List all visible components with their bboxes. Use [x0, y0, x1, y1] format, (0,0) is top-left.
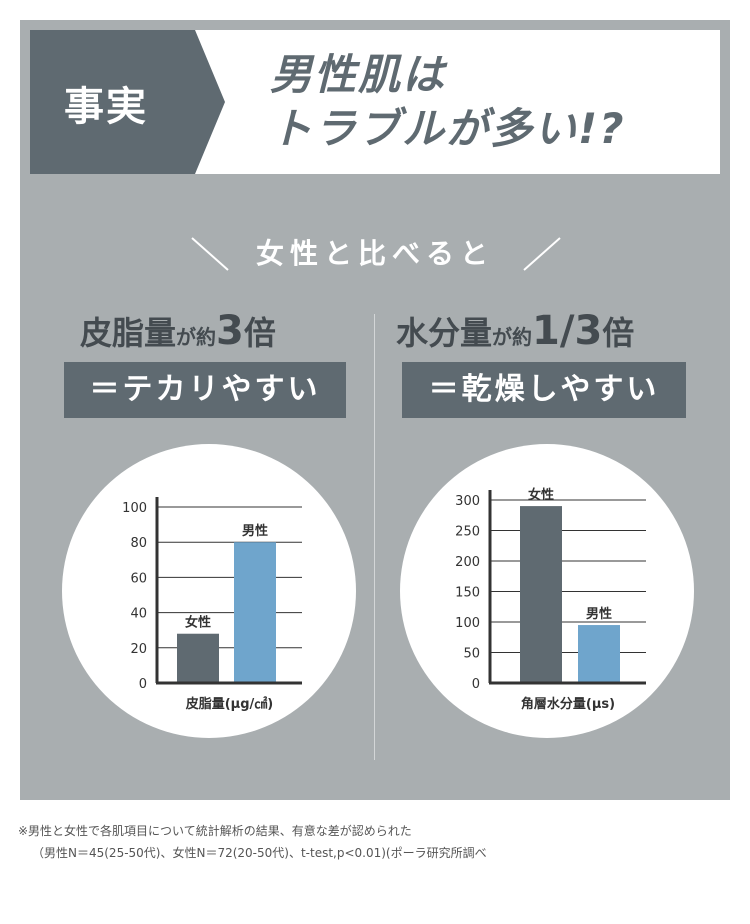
- headline: 男性肌は トラブルが多い!?: [270, 48, 626, 156]
- footnote: ※男性と女性で各肌項目について統計解析の結果、有意な差が認められた （男性N＝4…: [18, 820, 487, 864]
- subtitle: 女性と比べると: [255, 237, 494, 270]
- header-banner: 事実 男性肌は トラブルが多い!?: [30, 30, 720, 174]
- x-axis-label: 角層水分量(μs): [521, 696, 615, 712]
- bar-female: [520, 506, 562, 683]
- y-tick-label: 0: [139, 677, 147, 692]
- right-title: 水分量が約1/3倍: [396, 306, 634, 364]
- slash-left-icon: [191, 237, 229, 271]
- left-result-box: ＝テカリやすい: [64, 362, 346, 418]
- bar-male: [234, 542, 276, 683]
- subtitle-row: 女性と比べると: [20, 232, 730, 272]
- right-title-prefix: 水分量: [396, 314, 493, 352]
- right-result-box: ＝乾燥しやすい: [402, 362, 686, 418]
- bar-label: 女性: [185, 615, 211, 631]
- y-tick-label: 100: [122, 501, 147, 516]
- bar-label: 男性: [242, 523, 268, 539]
- y-tick-label: 50: [463, 647, 480, 662]
- headline-line-2: トラブルが多い!?: [270, 104, 626, 153]
- footnote-line-2: （男性N＝45(25-50代)、女性N＝72(20-50代)、t-test,p<…: [32, 846, 487, 860]
- tag-shape: [30, 30, 225, 174]
- left-title-suffix: 倍: [243, 314, 276, 352]
- bar-male: [578, 625, 620, 683]
- slash-right-icon: [523, 237, 561, 271]
- x-axis-label: 皮脂量(μg/㎠): [185, 696, 274, 712]
- bar-label: 男性: [586, 606, 612, 622]
- bar-female: [177, 633, 219, 683]
- sebum-chart-circle: 0 20 40 60 80 100 女性 男性皮脂量(μg/㎠): [62, 444, 356, 738]
- left-title-prefix: 皮脂量: [80, 314, 177, 352]
- headline-line-1: 男性肌は: [270, 50, 447, 99]
- tag-label: 事実: [64, 84, 148, 130]
- y-tick-label: 150: [455, 586, 480, 601]
- y-tick-label: 200: [455, 555, 480, 570]
- y-tick-label: 0: [472, 677, 480, 692]
- main-panel: 事実 男性肌は トラブルが多い!? 女性と比べると 皮脂量が約3倍 ＝テカリやす…: [20, 20, 730, 800]
- left-title-mid: が約: [176, 325, 217, 349]
- y-tick-label: 80: [130, 536, 147, 551]
- column-divider: [374, 314, 375, 760]
- right-title-suffix: 倍: [602, 314, 635, 352]
- moisture-chart-circle: 0 50 100 150 200 250 300 女性男性角層水分量(μs): [400, 444, 694, 738]
- bar-label: 女性: [528, 487, 554, 503]
- y-tick-label: 300: [455, 494, 480, 509]
- y-tick-label: 40: [130, 607, 147, 622]
- left-title-number: 3: [216, 308, 244, 354]
- right-title-mid: が約: [492, 325, 533, 349]
- y-tick-label: 20: [130, 642, 147, 657]
- footnote-line-1: ※男性と女性で各肌項目について統計解析の結果、有意な差が認められた: [18, 824, 412, 838]
- y-tick-label: 250: [455, 525, 480, 540]
- right-title-number: 1/3: [532, 308, 603, 354]
- y-tick-label: 100: [455, 616, 480, 631]
- y-tick-label: 60: [130, 571, 147, 586]
- left-title: 皮脂量が約3倍: [80, 306, 276, 364]
